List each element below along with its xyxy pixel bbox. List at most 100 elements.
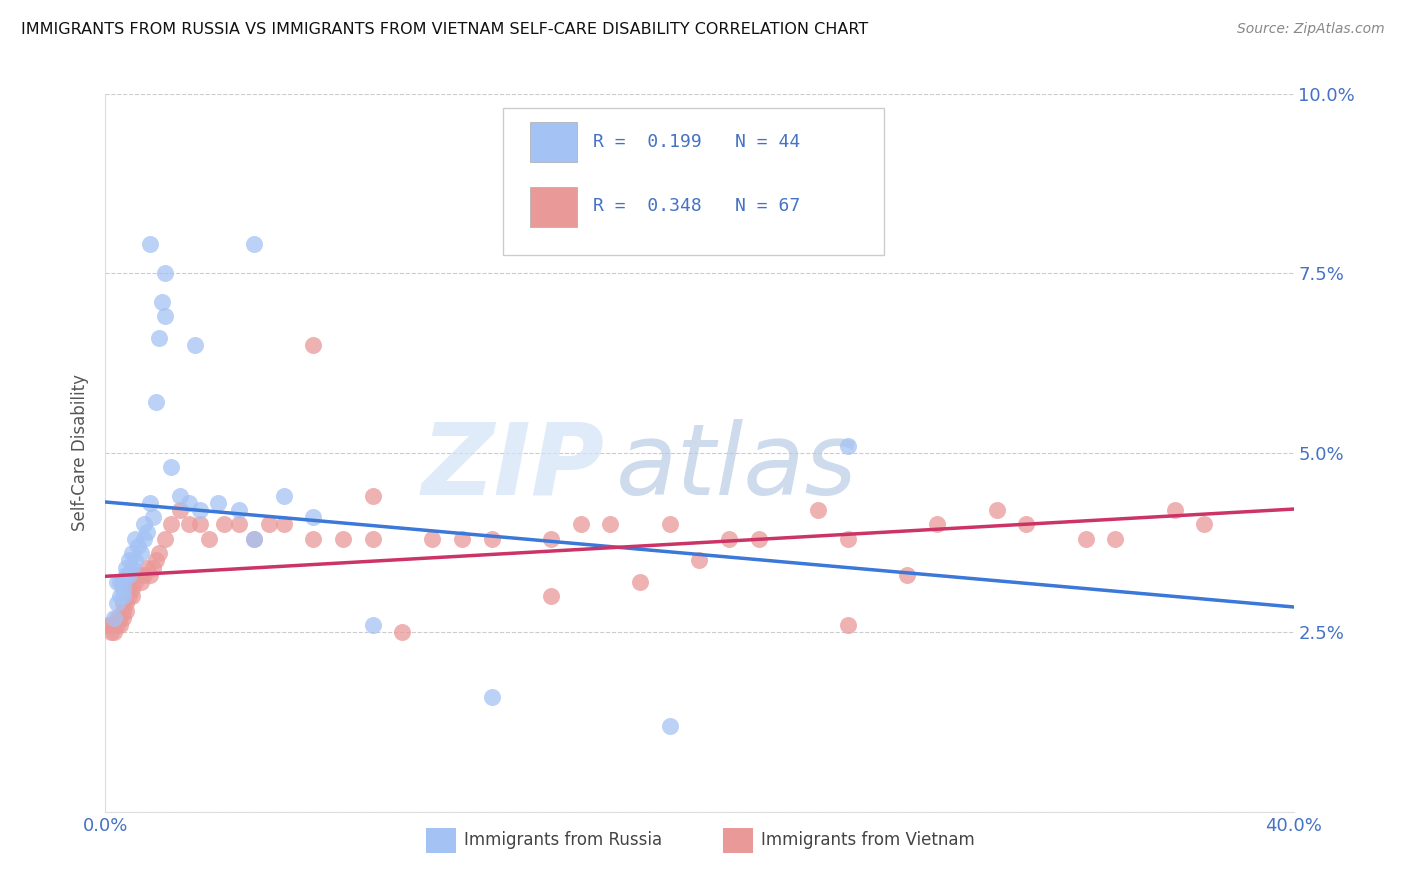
Point	[115, 560, 138, 574]
Point	[748, 532, 770, 546]
Text: IMMIGRANTS FROM RUSSIA VS IMMIGRANTS FROM VIETNAM SELF-CARE DISABILITY CORRELATI: IMMIGRANTS FROM RUSSIA VS IMMIGRANTS FRO…	[21, 22, 869, 37]
Point	[124, 574, 146, 589]
Point	[361, 489, 384, 503]
Point	[121, 590, 143, 604]
Point	[198, 532, 221, 546]
Point	[129, 574, 152, 589]
Text: N = 67: N = 67	[735, 197, 800, 215]
Point	[110, 618, 132, 632]
Point	[112, 611, 135, 625]
Point	[139, 237, 162, 252]
Point	[118, 582, 141, 596]
Point	[129, 546, 152, 560]
Point	[136, 560, 159, 574]
Point	[121, 546, 143, 560]
Point	[121, 560, 143, 574]
Point	[103, 625, 125, 640]
Point	[110, 590, 132, 604]
Text: R =  0.199: R = 0.199	[592, 133, 702, 151]
Point	[243, 532, 266, 546]
Bar	[426, 828, 456, 853]
Point	[132, 532, 155, 546]
Point	[112, 582, 135, 596]
Point	[112, 574, 135, 589]
Text: atlas: atlas	[616, 418, 858, 516]
Point	[599, 517, 621, 532]
Text: Immigrants from Vietnam: Immigrants from Vietnam	[761, 831, 974, 849]
Point	[121, 582, 143, 596]
Point	[177, 496, 200, 510]
Point	[110, 574, 132, 589]
Point	[169, 489, 191, 503]
Text: R =  0.348: R = 0.348	[592, 197, 702, 215]
Point	[136, 524, 159, 539]
Text: ZIP: ZIP	[422, 418, 605, 516]
Point	[148, 546, 170, 560]
Point	[837, 618, 859, 632]
Point	[214, 517, 236, 532]
Point	[1164, 503, 1187, 517]
Point	[807, 503, 830, 517]
Point	[540, 532, 562, 546]
Point	[1194, 517, 1216, 532]
Point	[145, 553, 167, 567]
Point	[190, 517, 212, 532]
Bar	[723, 828, 754, 853]
Point	[118, 567, 141, 582]
Point	[105, 597, 128, 611]
Y-axis label: Self-Care Disability: Self-Care Disability	[72, 374, 90, 532]
Point	[132, 517, 155, 532]
Point	[110, 611, 132, 625]
Bar	[530, 122, 576, 161]
Point	[153, 310, 176, 324]
Point	[142, 560, 165, 574]
Point	[302, 532, 325, 546]
Point	[103, 611, 125, 625]
Point	[124, 532, 146, 546]
Point	[105, 611, 128, 625]
Point	[658, 718, 681, 732]
Point	[361, 532, 384, 546]
Point	[177, 517, 200, 532]
Point	[332, 532, 354, 546]
Point	[927, 517, 949, 532]
Point	[207, 496, 229, 510]
Point	[837, 532, 859, 546]
Point	[127, 567, 149, 582]
Point	[132, 567, 155, 582]
Point	[145, 395, 167, 409]
Point	[391, 625, 413, 640]
Point	[540, 590, 562, 604]
Point	[115, 597, 138, 611]
Point	[896, 567, 918, 582]
Point	[718, 532, 741, 546]
Point	[105, 618, 128, 632]
Text: Immigrants from Russia: Immigrants from Russia	[464, 831, 662, 849]
Point	[112, 604, 135, 618]
Point	[118, 590, 141, 604]
Point	[100, 618, 122, 632]
Point	[139, 567, 162, 582]
Point	[139, 496, 162, 510]
Point	[273, 489, 295, 503]
Point	[112, 590, 135, 604]
Point	[837, 438, 859, 452]
Point	[124, 553, 146, 567]
Point	[361, 618, 384, 632]
Bar	[530, 187, 576, 227]
Point	[153, 266, 176, 280]
Point	[1104, 532, 1126, 546]
Point	[628, 574, 651, 589]
Point	[127, 539, 149, 553]
Point	[148, 331, 170, 345]
Point	[257, 517, 280, 532]
Point	[115, 567, 138, 582]
Point	[689, 553, 711, 567]
Point	[105, 574, 128, 589]
Point	[190, 503, 212, 517]
Point	[243, 237, 266, 252]
Point	[658, 517, 681, 532]
Text: Source: ZipAtlas.com: Source: ZipAtlas.com	[1237, 22, 1385, 37]
Point	[103, 618, 125, 632]
Point	[420, 532, 443, 546]
